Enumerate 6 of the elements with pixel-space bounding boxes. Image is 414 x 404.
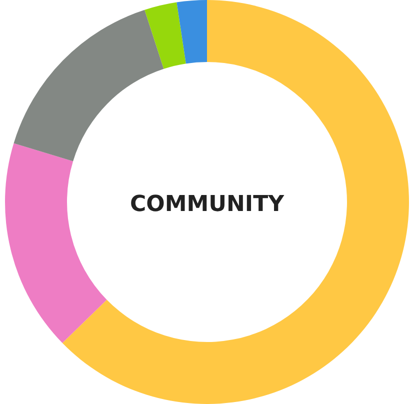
donut-slice [5, 143, 107, 344]
text: COMMUNITY [130, 192, 286, 217]
donut-slice [176, 0, 207, 64]
donut-slice [62, 0, 409, 404]
donut-slice [14, 10, 164, 162]
donut-slice [144, 2, 186, 69]
